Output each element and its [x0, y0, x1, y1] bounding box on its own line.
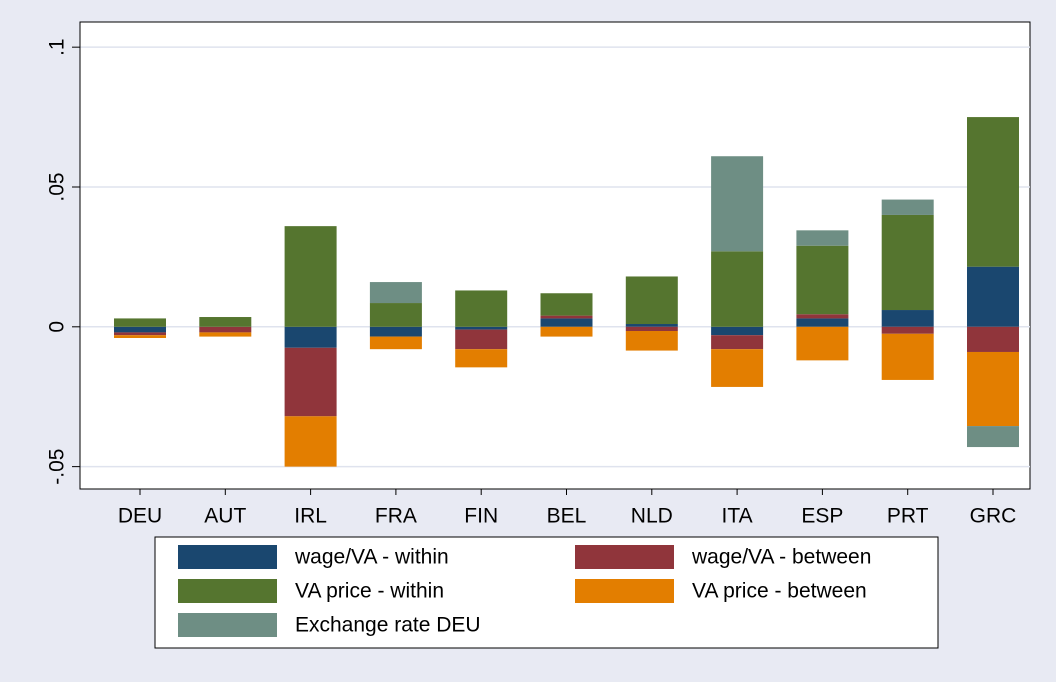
legend-label: wage/VA - within [294, 546, 449, 569]
bar-segment [369, 326, 422, 337]
bar-segment [796, 314, 849, 319]
bar-segment [967, 117, 1019, 267]
bar-segment [199, 317, 252, 327]
x-tick-label: GRC [970, 505, 1017, 528]
legend-label: VA price - within [295, 580, 444, 603]
x-tick-label: BEL [547, 505, 587, 528]
x-tick-label: PRT [887, 505, 929, 528]
bar-segment [540, 318, 593, 327]
y-tick-label: 0 [46, 321, 69, 333]
bar-segment [199, 326, 252, 333]
bar-segment [881, 214, 934, 311]
bar-segment [881, 199, 934, 215]
legend-swatch [178, 545, 277, 569]
bar-segment [284, 416, 337, 467]
bar-segment [540, 293, 593, 316]
bar-segment [625, 276, 678, 325]
bar-segment [199, 332, 252, 337]
x-tick-label: IRL [294, 505, 327, 528]
bar-segment [711, 349, 764, 387]
bar-segment [625, 324, 678, 327]
legend-box [154, 536, 939, 649]
bar-segment [967, 351, 1019, 427]
y-tick-label: .05 [46, 172, 69, 201]
bar-segment [455, 329, 508, 350]
bar-segment [114, 318, 166, 327]
bar-segment [369, 303, 422, 327]
x-tick-label: FRA [375, 505, 417, 528]
bar-segment [625, 326, 678, 332]
bar-segment [881, 333, 934, 380]
legend-swatch [178, 613, 277, 637]
legend-label: wage/VA - between [691, 546, 871, 569]
bar-segment [796, 326, 849, 361]
bar-segment [284, 226, 337, 327]
bar-segment [369, 336, 422, 350]
bar-segment [540, 326, 593, 337]
bar-segment [711, 251, 764, 327]
bar-segment [284, 326, 337, 348]
bar-segment [967, 266, 1019, 327]
bar-segment [625, 331, 678, 351]
bar-segment [455, 326, 508, 330]
legend-swatch [575, 545, 674, 569]
legend-swatch [575, 579, 674, 603]
x-tick-label: DEU [118, 505, 162, 528]
bar-segment [881, 310, 934, 327]
bar-segment [967, 326, 1019, 352]
y-tick-label: .1 [46, 38, 69, 56]
bar-segment [114, 326, 166, 333]
bar-segment [455, 290, 508, 327]
bar-segment [114, 335, 166, 338]
x-tick-label: ESP [801, 505, 843, 528]
legend-label: Exchange rate DEU [295, 614, 481, 637]
x-tick-label: NLD [631, 505, 673, 528]
bar-segment [455, 349, 508, 368]
bar-segment [369, 282, 422, 304]
y-tick-label: -.05 [46, 449, 69, 485]
bar-segment [881, 326, 934, 334]
plot-area [79, 21, 1031, 490]
x-tick-label: AUT [204, 505, 246, 528]
bar-segment [114, 332, 166, 336]
bar-segment [711, 335, 764, 350]
bar-segment [796, 230, 849, 246]
bar-segment [711, 156, 764, 252]
legend-label: VA price - between [692, 580, 867, 603]
bar-segment [540, 315, 593, 319]
x-tick-label: FIN [464, 505, 498, 528]
bar-segment [796, 318, 849, 327]
bar-segment [711, 326, 764, 336]
bar-segment [796, 245, 849, 315]
x-tick-label: ITA [722, 505, 753, 528]
bar-segment [967, 426, 1019, 448]
legend-swatch [178, 579, 277, 603]
bar-segment [284, 347, 337, 417]
